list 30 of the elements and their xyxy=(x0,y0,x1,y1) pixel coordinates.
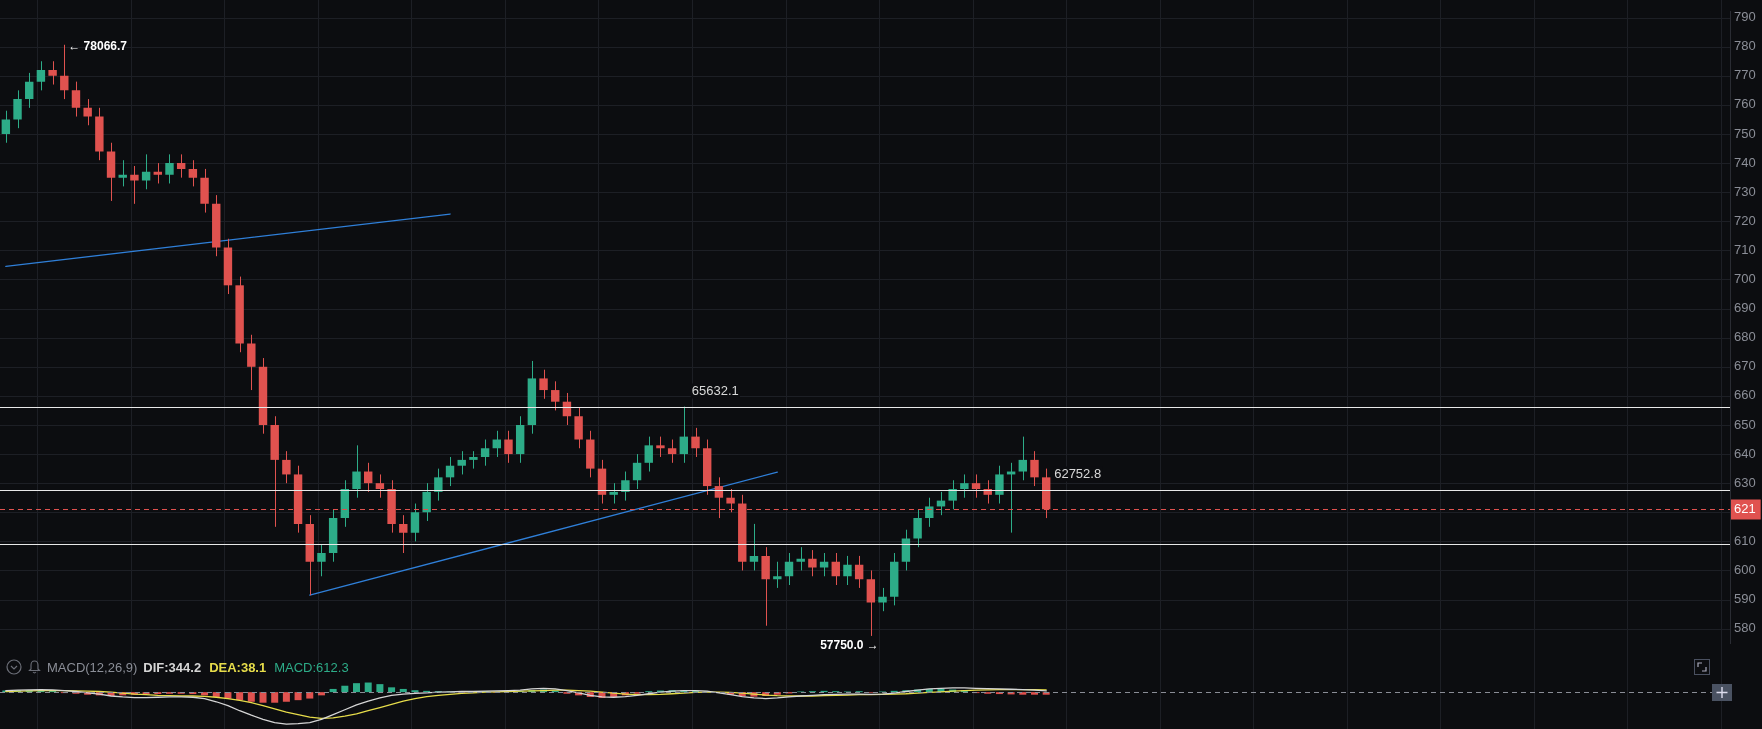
y-tick-label: 650 xyxy=(1734,416,1756,432)
y-tick-label: 730 xyxy=(1734,183,1756,199)
y-tick-label: 610 xyxy=(1734,532,1756,548)
series-label: DIF:344.2 xyxy=(143,659,202,675)
y-tick-label: 790 xyxy=(1734,9,1756,25)
ref-line-label: 65632.1 xyxy=(691,382,739,398)
y-tick-label: 740 xyxy=(1734,154,1756,170)
y-tick-label: 680 xyxy=(1734,329,1756,345)
y-tick-label: 640 xyxy=(1734,445,1756,461)
y-tick-label: 700 xyxy=(1734,271,1756,287)
ref-line-label: 62752.8 xyxy=(1054,465,1102,481)
y-tick-label: 660 xyxy=(1734,387,1756,403)
y-tick-label: 760 xyxy=(1734,96,1756,112)
y-tick-label: 770 xyxy=(1734,67,1756,83)
annotation: 57750.0 → xyxy=(820,638,879,653)
y-tick-label: 590 xyxy=(1734,591,1756,607)
series-label: DEA:38.1 xyxy=(209,659,267,675)
y-tick-label: 580 xyxy=(1734,620,1756,636)
y-tick-label: 750 xyxy=(1734,125,1756,141)
ref-line-label: 621 xyxy=(1734,501,1756,517)
y-tick-label: 600 xyxy=(1734,562,1756,578)
chart-title: MACD(12,26,9) xyxy=(47,659,138,675)
y-tick-label: 670 xyxy=(1734,358,1756,374)
annotation: ← 78066.7 xyxy=(68,39,128,54)
y-tick-label: 780 xyxy=(1734,38,1756,54)
y-tick-label: 720 xyxy=(1734,212,1756,228)
y-tick-label: 710 xyxy=(1734,241,1756,257)
y-tick-label: 690 xyxy=(1734,300,1756,316)
y-tick-label: 630 xyxy=(1734,474,1756,490)
series-label: MACD:612.3 xyxy=(274,659,349,675)
